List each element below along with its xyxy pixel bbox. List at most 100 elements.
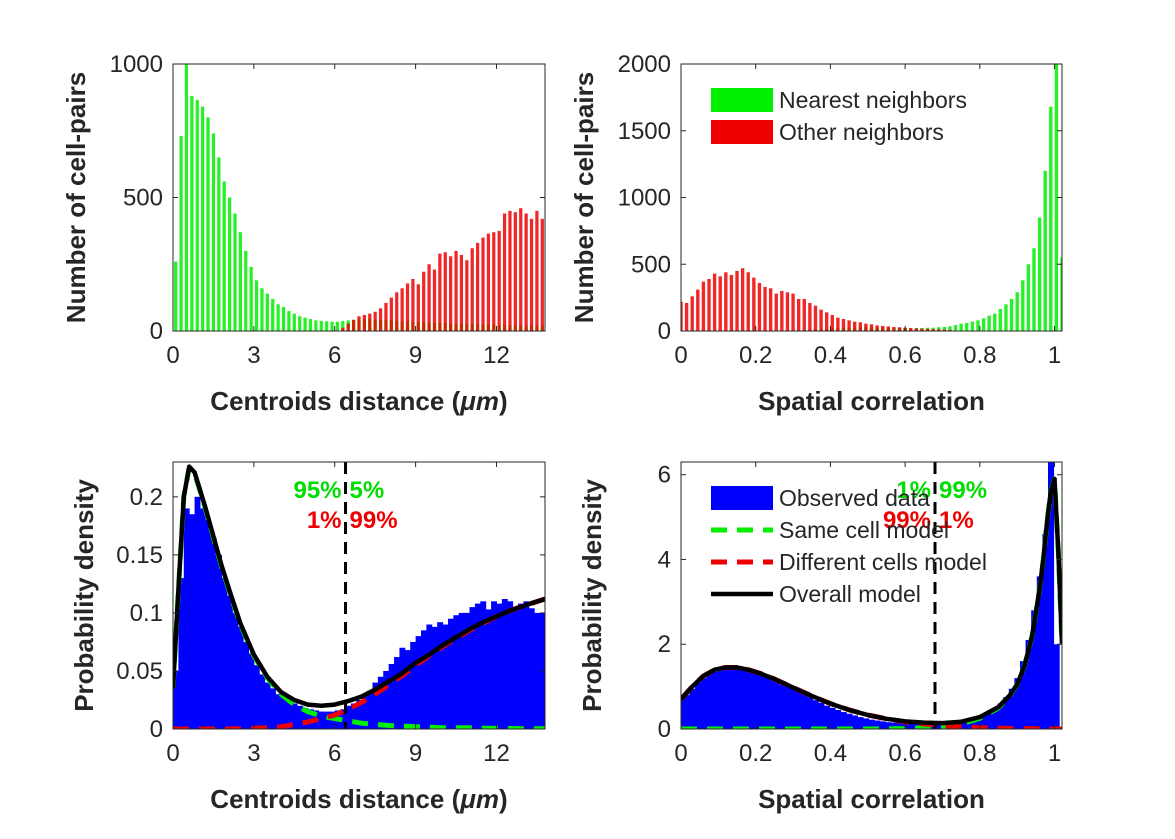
histogram-bar [529,218,534,331]
histogram-bar [518,603,524,729]
histogram-bar [221,578,228,729]
histogram-bar [740,268,745,331]
histogram-bar [421,630,427,729]
histogram-bar [751,671,758,729]
y-tick-label: 0.1 [130,600,163,627]
y-tick-label: 500 [631,251,671,278]
y-tick-label: 1500 [618,118,671,145]
histogram-bar [948,326,952,331]
histogram-bar [756,673,763,729]
histogram-bar [891,722,898,729]
histogram-bar [431,626,438,729]
histogram-bar [292,313,296,331]
histogram-bar [991,707,999,729]
histogram-bar [249,266,253,331]
histogram-bar [808,302,812,331]
histogram-bar [840,712,847,729]
histogram-bar [836,317,840,331]
x-tick-label: 9 [409,342,422,369]
histogram-bar [325,321,329,331]
histogram-bar [718,276,722,331]
histogram-bar [481,237,485,331]
histogram-bar [807,697,814,729]
histogram-bar [976,320,980,331]
histogram-bar [319,320,323,331]
y-tick-label: 0 [658,716,671,743]
histogram-bar [459,254,464,331]
histogram-bar [768,288,773,331]
histogram-bar [226,595,233,729]
histogram-bar [869,324,874,331]
histogram-bar [689,688,696,729]
histogram-bar [357,316,361,331]
x-tick-label: 0.6 [888,740,921,767]
histogram-bar [405,283,410,331]
histogram-bar [695,682,702,729]
histogram-bar [892,326,896,331]
histogram-bar [907,723,915,729]
histogram-bar [524,213,528,331]
y-axis-label: Number of cell-pairs [61,72,91,323]
histogram-bar [785,292,790,331]
histogram-bar [388,663,395,729]
histogram-bar [383,670,390,729]
histogram-bar [368,313,372,331]
x-tick-label: 0.2 [739,342,772,369]
histogram-bar [437,622,444,729]
histogram-bar [818,702,825,729]
histogram-bar [540,218,544,331]
histogram-bar [276,304,280,331]
x-tick-label: 0 [674,740,687,767]
histogram-bar [746,272,750,331]
histogram-bar [367,690,373,729]
histogram-bar [201,106,205,331]
histogram-bar [361,696,368,729]
y-tick-label: 0 [150,716,163,743]
histogram-bar [986,711,993,729]
histogram-bar [874,720,881,729]
y-tick-label: 0.05 [116,658,163,685]
histogram-bar [465,260,469,331]
histogram-bar [729,274,734,331]
legend-swatch [711,120,773,144]
histogram-bar [362,314,367,331]
histogram-bar [813,305,818,331]
legend-label: Observed data [779,485,930,511]
histogram-bar [959,323,963,331]
histogram-bar [271,298,275,331]
x-axis-label: Centroids distance (μm) [210,386,507,416]
histogram-bar [790,688,797,729]
histogram-bar [897,327,902,331]
histogram-bar [1031,610,1038,729]
histogram-bar [206,117,210,331]
legend-swatch [711,486,773,510]
histogram-bar [330,321,334,331]
histogram-bar [373,311,377,331]
histogram-bar [179,136,183,331]
x-axis-label-text: Centroids distance ( [210,386,460,416]
histogram-bar [427,264,431,331]
histogram-bar [1047,462,1055,729]
histogram-bar [372,682,379,729]
histogram-bar [937,329,941,331]
histogram-bar [724,272,728,331]
histogram-bar [914,328,919,331]
histogram-bar [350,703,357,729]
percentage-annotation: 99% [883,507,931,534]
histogram-bar [308,318,313,331]
histogram-bar [1004,304,1008,331]
histogram-bar [1003,697,1010,729]
histogram-bar [801,694,808,729]
observed-data-histogram [173,496,545,729]
x-tick-label: 6 [328,342,341,369]
histogram-bar [963,719,971,729]
histogram-bar [997,703,1004,729]
histogram-bar [384,302,388,331]
histogram-bar [281,306,286,331]
histogram-bar [340,709,347,729]
x-tick-label: 1 [1048,342,1061,369]
histogram-bar [404,650,411,729]
histogram-bar [346,323,350,331]
histogram-bar [931,329,935,331]
histogram-bar [492,232,496,331]
